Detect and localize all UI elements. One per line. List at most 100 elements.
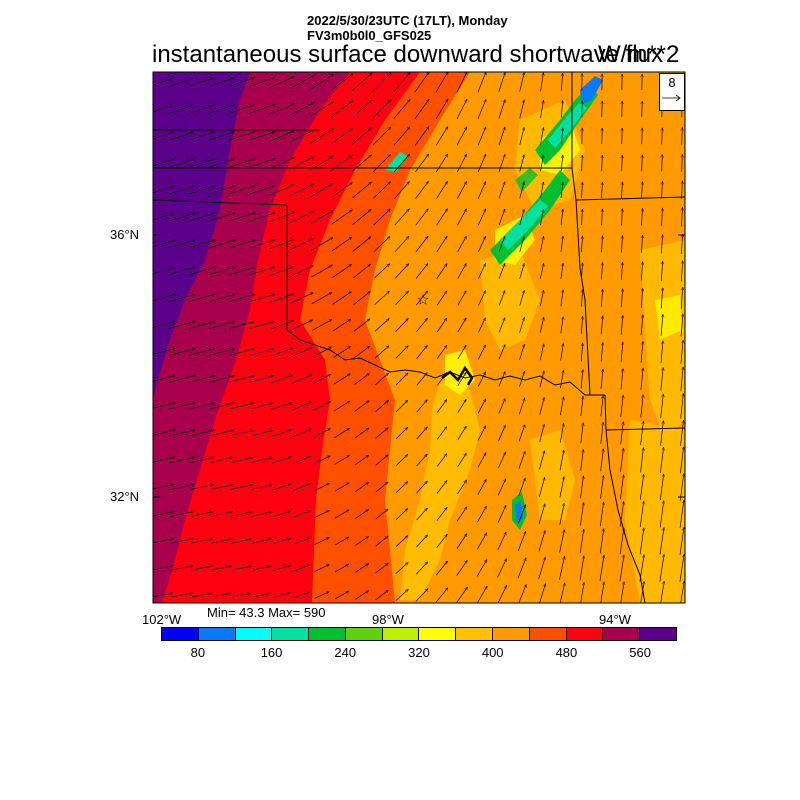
wind-vector-arrow (228, 105, 255, 114)
wind-vector-arrow (602, 209, 603, 226)
wind-vector-arrow (269, 239, 295, 250)
wind-vector-arrow (477, 127, 487, 146)
wind-vector-arrow (540, 100, 544, 118)
wind-vector-arrow (559, 530, 565, 553)
wind-vector-arrow (436, 236, 448, 253)
wind-vector-arrow (457, 291, 467, 306)
wind-vector-arrow (436, 481, 447, 494)
wind-vector-arrow (539, 451, 545, 470)
wind-vector-arrow (252, 539, 272, 544)
wind-vector-arrow (352, 182, 371, 199)
wind-vector-arrow (580, 449, 584, 471)
wind-vector-arrow (293, 538, 310, 545)
wind-vector-arrow (477, 99, 487, 119)
wind-vector-arrow (294, 565, 310, 572)
wind-vector-arrow (540, 127, 544, 145)
wind-vector-arrow (580, 502, 583, 526)
wind-vector-arrow (498, 154, 505, 172)
wind-vector-arrow (538, 504, 545, 525)
field-amber-patch (640, 240, 685, 440)
wind-vector-arrow (619, 555, 624, 582)
wind-vector-arrow (230, 430, 254, 437)
wind-vector-arrow (498, 72, 505, 93)
wind-vector-arrow (660, 581, 664, 603)
wind-vector-arrow (662, 181, 663, 199)
wind-vector-arrow (680, 314, 683, 337)
city-star-marker: ☆ (416, 291, 429, 309)
wind-vector-arrow (680, 581, 684, 603)
wind-vector-arrow (314, 537, 330, 545)
wind-vector-arrow (208, 213, 236, 222)
wind-vector-arrow (271, 402, 293, 410)
wind-vector-arrow (679, 500, 684, 528)
wind-vector-arrow (640, 341, 643, 363)
wind-vector-arrow (660, 314, 663, 336)
wind-vector-arrow (416, 345, 428, 359)
wind-vector-arrow (393, 72, 411, 93)
wind-vector-arrow (679, 527, 684, 555)
wind-vector-arrow (209, 349, 235, 356)
wind-vector-arrow (640, 421, 644, 446)
wind-vector-arrow (478, 263, 486, 279)
wind-vector-arrow (313, 428, 331, 438)
wind-vector-arrow (559, 450, 564, 471)
wind-vector-arrow (311, 264, 332, 278)
wind-vector-arrow (228, 186, 256, 195)
wind-vector-arrow (170, 512, 194, 517)
wind-vector-arrow (373, 182, 390, 199)
wind-vector-arrow (682, 181, 683, 200)
wind-vector-arrow (559, 583, 565, 603)
wind-vector-arrow (334, 509, 349, 519)
wind-vector-arrow (680, 447, 683, 474)
wind-vector-arrow (560, 155, 563, 172)
wind-vector-arrow (248, 240, 275, 249)
wind-vector-arrow (231, 512, 252, 517)
wind-vector-arrow (310, 182, 334, 198)
wind-vector-arrow (539, 344, 544, 361)
wind-vector-arrow (498, 291, 505, 306)
wind-vector-arrow (416, 427, 428, 440)
wind-vector-arrow (517, 531, 525, 551)
wind-vector-arrow (519, 371, 524, 388)
colorbar-swatch (639, 628, 676, 640)
lat-label-32n: 32°N (110, 489, 140, 504)
wind-vector-arrow (416, 291, 427, 306)
wind-vector-arrow (497, 479, 507, 496)
wind-vector-arrow (375, 400, 388, 412)
colorbar-swatch (162, 628, 198, 640)
wind-vector-arrow (436, 209, 448, 226)
wind-vector-arrow (560, 236, 563, 253)
wind-vector-arrow (415, 154, 428, 173)
wind-vector-arrow (334, 427, 350, 439)
wind-vector-arrow (395, 589, 409, 601)
wind-vector-arrow (580, 423, 583, 444)
wind-vector-arrow (579, 529, 584, 554)
wind-vector-arrow (372, 100, 391, 119)
wind-vector-arrow (642, 235, 643, 254)
wind-vector-arrow (289, 156, 315, 170)
wind-vector-arrow (211, 512, 232, 517)
wind-vector-arrow (579, 556, 584, 581)
wind-vector-arrow (477, 182, 487, 199)
wind-vector-arrow (355, 590, 368, 600)
wind-vector-arrow (456, 507, 468, 522)
wind-vector-arrow (414, 127, 429, 146)
wind-vector-arrow (351, 100, 372, 119)
wind-vector-arrow (352, 209, 372, 225)
wind-vector-arrow (314, 509, 329, 519)
wind-vector-arrow (289, 183, 314, 197)
wind-vector-arrow (269, 184, 295, 196)
wind-vector-arrow (640, 395, 643, 418)
wind-vector-arrow (457, 263, 467, 279)
wind-vector-arrow (168, 376, 196, 383)
wind-vector-arrow (351, 127, 372, 145)
wind-vector-arrow (248, 267, 275, 276)
wind-vector-arrow (456, 127, 468, 146)
colorbar-swatch (271, 628, 309, 640)
wind-vector-arrow (212, 593, 232, 598)
wind-vector-arrow (332, 291, 352, 305)
model-name-line: FV3m0b0l0_GFS025 (307, 28, 432, 43)
wind-vector-arrow (170, 539, 194, 544)
wind-vector-arrow (170, 566, 193, 571)
wind-vector-arrow (476, 586, 488, 603)
